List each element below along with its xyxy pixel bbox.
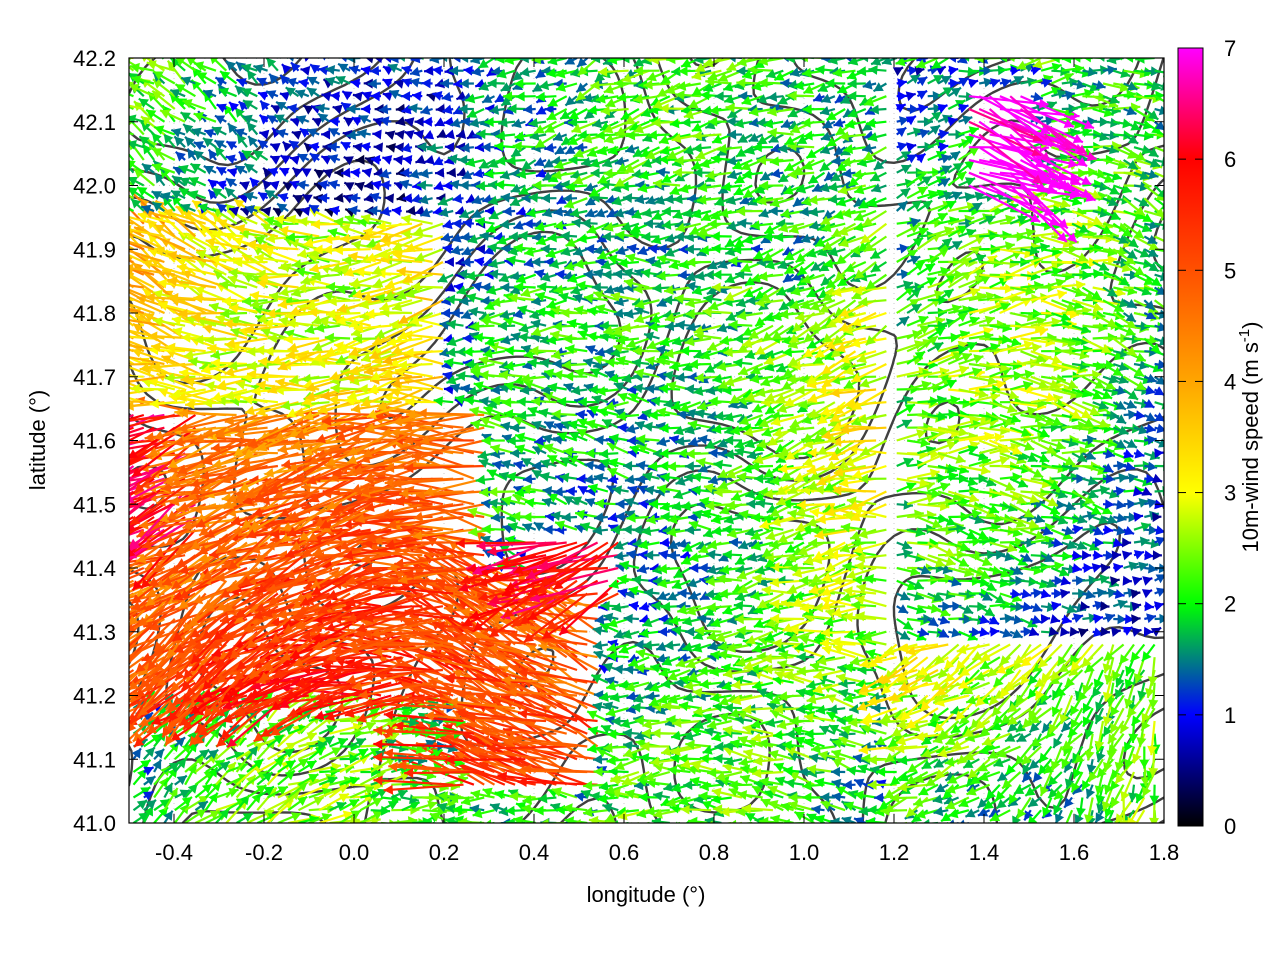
chart-canvas: -0.4-0.20.00.20.40.60.81.01.21.41.61.8 4… <box>0 0 1280 960</box>
wind-vector-chart: -0.4-0.20.00.20.40.60.81.01.21.41.61.8 4… <box>0 0 1280 960</box>
